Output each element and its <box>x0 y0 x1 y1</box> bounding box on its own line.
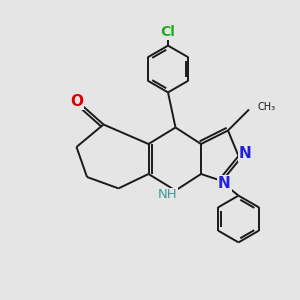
Text: N: N <box>239 146 251 161</box>
Text: NH: NH <box>157 188 177 202</box>
Text: O: O <box>70 94 84 109</box>
Text: N: N <box>218 176 231 191</box>
Text: Cl: Cl <box>160 25 175 39</box>
Text: CH₃: CH₃ <box>257 101 275 112</box>
